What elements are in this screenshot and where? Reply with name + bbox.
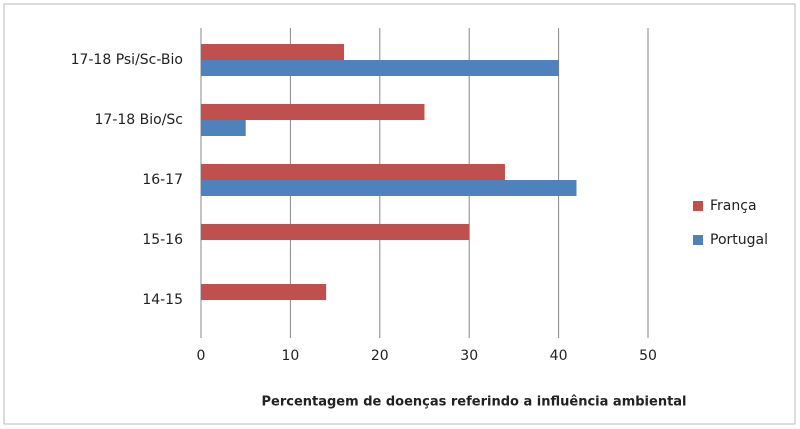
y-tick-label: 17-18 Bio/Sc	[95, 112, 184, 128]
legend-label: Portugal	[710, 232, 768, 248]
y-tick-label: 14-15	[142, 292, 183, 308]
y-tick-label: 16-17	[142, 172, 183, 188]
x-tick-label: 20	[371, 348, 389, 364]
bar	[201, 164, 505, 180]
x-tick-label: 30	[460, 348, 478, 364]
bar	[201, 44, 345, 60]
bar	[201, 120, 246, 136]
legend-swatch	[693, 201, 703, 211]
bar	[201, 284, 327, 300]
x-tick-label: 50	[639, 348, 657, 364]
bar	[201, 104, 425, 120]
legend-swatch	[693, 235, 703, 245]
bar	[201, 224, 470, 240]
x-tick-label: 10	[281, 348, 299, 364]
y-tick-label: 17-18 Psi/Sc-Bio	[71, 52, 183, 68]
x-tick-label: 40	[550, 348, 568, 364]
legend-label: França	[710, 198, 757, 214]
y-tick-label: 15-16	[142, 232, 183, 248]
x-tick-label: 0	[197, 348, 206, 364]
bar	[201, 60, 559, 76]
bar	[201, 180, 577, 196]
x-axis-title: Percentagem de doenças referindo a influ…	[261, 395, 686, 410]
